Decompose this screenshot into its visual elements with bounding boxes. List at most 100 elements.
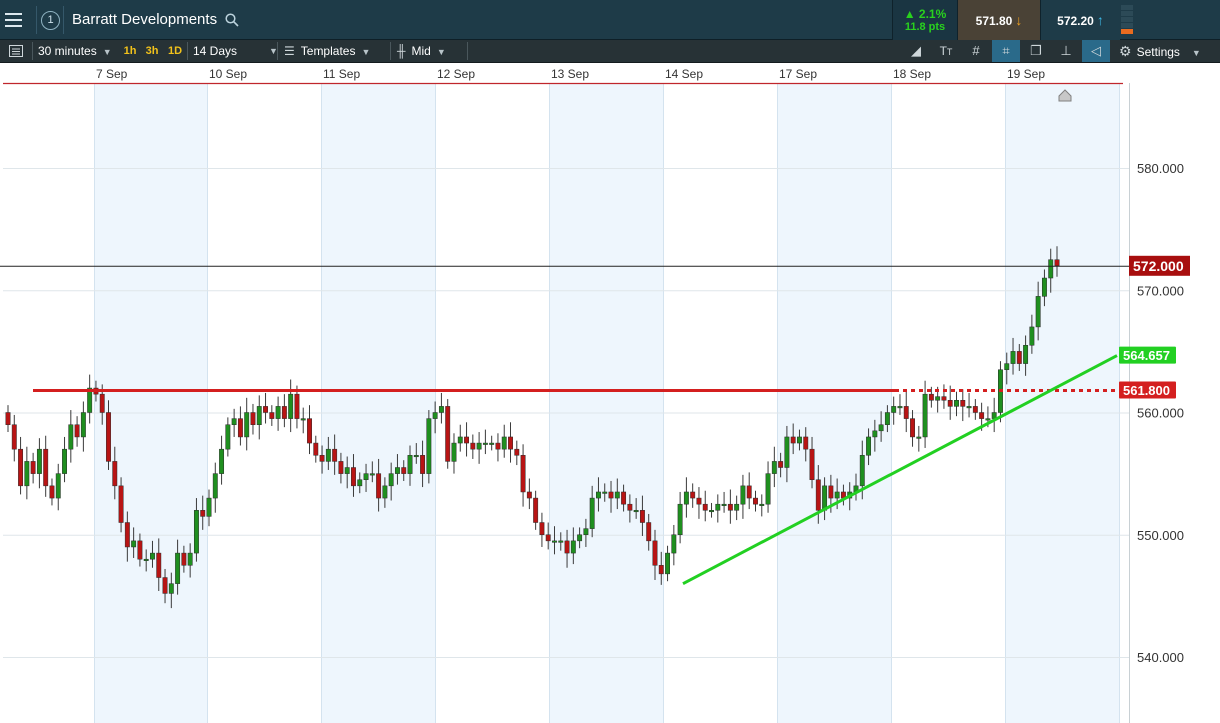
- candle-body: [150, 552, 155, 560]
- candle-body: [80, 412, 86, 438]
- candle-body: [514, 448, 520, 456]
- candle-body: [68, 424, 74, 450]
- up-triangle-icon: ▲: [903, 7, 919, 21]
- candle-body: [394, 467, 400, 474]
- candle-body: [470, 442, 476, 450]
- templates-label: Templates: [300, 44, 356, 58]
- layers-icon[interactable]: ❐: [1030, 43, 1042, 58]
- candle-body: [721, 503, 727, 506]
- down-arrow-icon: ↓: [1015, 12, 1023, 28]
- trendline[interactable]: [682, 354, 1118, 585]
- candle-body: [533, 497, 539, 523]
- sell-price-button[interactable]: 571.80 ↓: [957, 0, 1040, 40]
- day-band: [94, 63, 207, 723]
- interval-dropdown[interactable]: 30 minutes ▼: [38, 40, 112, 62]
- candle-body: [200, 510, 206, 517]
- candle-body: [464, 436, 469, 444]
- current-price-label-box: [1129, 255, 1190, 276]
- timeframe-1h-button[interactable]: 1h: [123, 45, 137, 57]
- candle-body: [577, 534, 583, 542]
- candle-body: [859, 455, 865, 487]
- draw-line-icon[interactable]: ◢: [911, 43, 921, 58]
- price-type-dropdown[interactable]: ╫ Mid ▼: [397, 40, 446, 62]
- candle-body: [1023, 345, 1029, 364]
- period-dropdown[interactable]: 14 Days ▼: [193, 40, 278, 62]
- text-tool-icon[interactable]: TT: [939, 44, 953, 58]
- timeframe-3h-button[interactable]: 3h: [145, 45, 159, 57]
- buy-price-button[interactable]: 572.20 ↑: [1040, 0, 1120, 40]
- candle-body: [753, 497, 758, 505]
- price-chart-svg[interactable]: 7 Sep 10 Sep 11 Sep 12 Sep 13 Sep 14 Sep 17 Se…: [0, 63, 1220, 723]
- candle-body: [677, 503, 683, 535]
- candle-body: [401, 467, 407, 474]
- candle-body: [87, 387, 93, 413]
- toolbar-divider: [390, 42, 391, 60]
- instrument-header: 1 Barratt Developments ▲ 2.1% 11.8 pts 5…: [0, 0, 1220, 81]
- up-arrow-icon: ↑: [1096, 12, 1104, 28]
- candle-body: [639, 510, 645, 523]
- candle-body: [338, 461, 344, 474]
- grid-icon[interactable]: #: [972, 43, 980, 58]
- candle-body: [878, 424, 884, 432]
- trendline-price-label: 564.657: [1123, 348, 1170, 363]
- candle-body: [570, 540, 576, 554]
- candle-body: [665, 552, 671, 575]
- candle-body: [432, 412, 438, 419]
- candle-body: [263, 406, 268, 413]
- candle-body: [206, 497, 212, 517]
- candle-body: [922, 393, 928, 438]
- layout-number-badge[interactable]: 1: [41, 11, 60, 30]
- candle-body: [457, 436, 463, 444]
- list-icon[interactable]: [9, 40, 27, 62]
- caret-down-icon: ▼: [361, 47, 371, 57]
- candle-body: [351, 467, 356, 487]
- gear-icon: ⚙: [1119, 43, 1132, 59]
- candle-body: [1010, 351, 1016, 364]
- sliders-icon: ☰: [284, 44, 295, 58]
- candle-body: [307, 418, 312, 444]
- candle-body: [74, 424, 80, 438]
- indicator-icon[interactable]: ⊥: [1060, 43, 1072, 58]
- crosshair-icon[interactable]: ⌗: [992, 40, 1020, 62]
- candle-body: [413, 455, 419, 458]
- settings-dropdown[interactable]: ⚙ Settings ▼: [1119, 40, 1201, 62]
- search-icon[interactable]: [225, 13, 239, 27]
- candle-body: [55, 473, 61, 499]
- event-marker-icon[interactable]: [1058, 89, 1072, 102]
- interval-value: 30 minutes: [38, 44, 97, 58]
- candle-body: [765, 473, 771, 505]
- candle-body: [237, 418, 243, 438]
- candle-body: [344, 467, 350, 474]
- candle-body: [715, 503, 721, 511]
- candle-body: [294, 393, 300, 419]
- price-chart[interactable]: 7 Sep 10 Sep 11 Sep 12 Sep 13 Sep 14 Sep 17 Se…: [0, 63, 1220, 723]
- toolbar-divider: [187, 42, 188, 60]
- candle-body: [256, 406, 262, 425]
- candle-body: [181, 552, 187, 566]
- candle-body: [771, 461, 777, 474]
- candle-body: [1041, 277, 1047, 297]
- candle-body: [420, 455, 426, 474]
- candle-body: [388, 473, 394, 487]
- candle-body: [508, 436, 513, 450]
- candle-body: [319, 455, 325, 462]
- candle-body: [288, 393, 294, 419]
- candle-body: [131, 540, 137, 548]
- candle-body: [897, 406, 903, 409]
- hamburger-icon[interactable]: [0, 13, 26, 53]
- candle-body: [828, 485, 834, 499]
- candle-body: [225, 424, 231, 450]
- candle-body: [658, 565, 664, 575]
- price-label-icon[interactable]: ◁: [1082, 40, 1110, 62]
- candle-body: [168, 583, 174, 594]
- candle-body: [558, 540, 564, 543]
- timeframe-1d-button[interactable]: 1D: [167, 45, 183, 57]
- candle-body: [954, 400, 959, 407]
- templates-dropdown[interactable]: ☰ Templates ▼: [284, 40, 370, 62]
- candle-body: [979, 412, 985, 419]
- candle-body: [966, 406, 972, 409]
- candle-body: [759, 503, 765, 506]
- candle-body: [552, 540, 557, 543]
- candle-body: [451, 442, 457, 462]
- current-price-label: 572.000: [1133, 258, 1184, 274]
